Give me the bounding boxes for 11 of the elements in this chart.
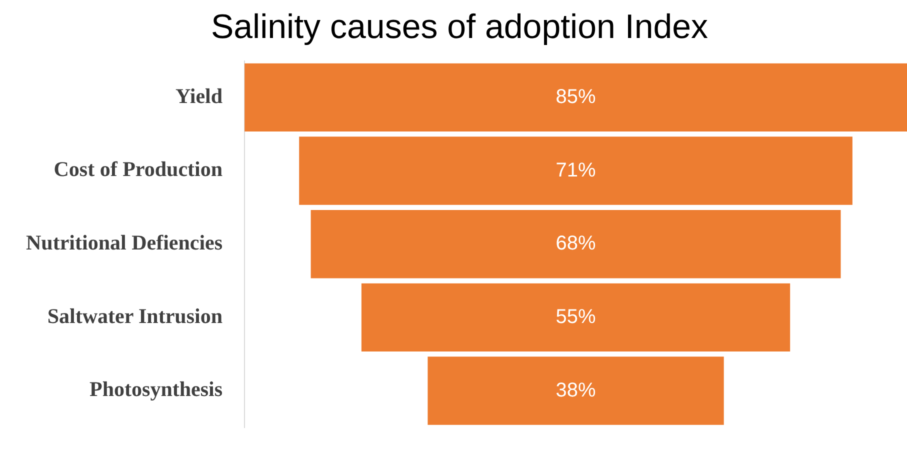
category-label: Cost of Production (54, 157, 223, 182)
data-label: 38% (556, 379, 596, 402)
category-label: Nutritional Defiencies (26, 230, 223, 255)
data-label: 71% (556, 159, 596, 182)
text: Salinity causes of adoption Index (210, 8, 708, 46)
category-label: Saltwater Intrusion (47, 304, 223, 328)
data-label: 85% (556, 86, 596, 108)
data-label: 55% (556, 306, 596, 328)
data-label: 68% (556, 232, 596, 255)
category-label: Yield (175, 84, 223, 108)
category-label: Photosynthesis (90, 377, 223, 402)
